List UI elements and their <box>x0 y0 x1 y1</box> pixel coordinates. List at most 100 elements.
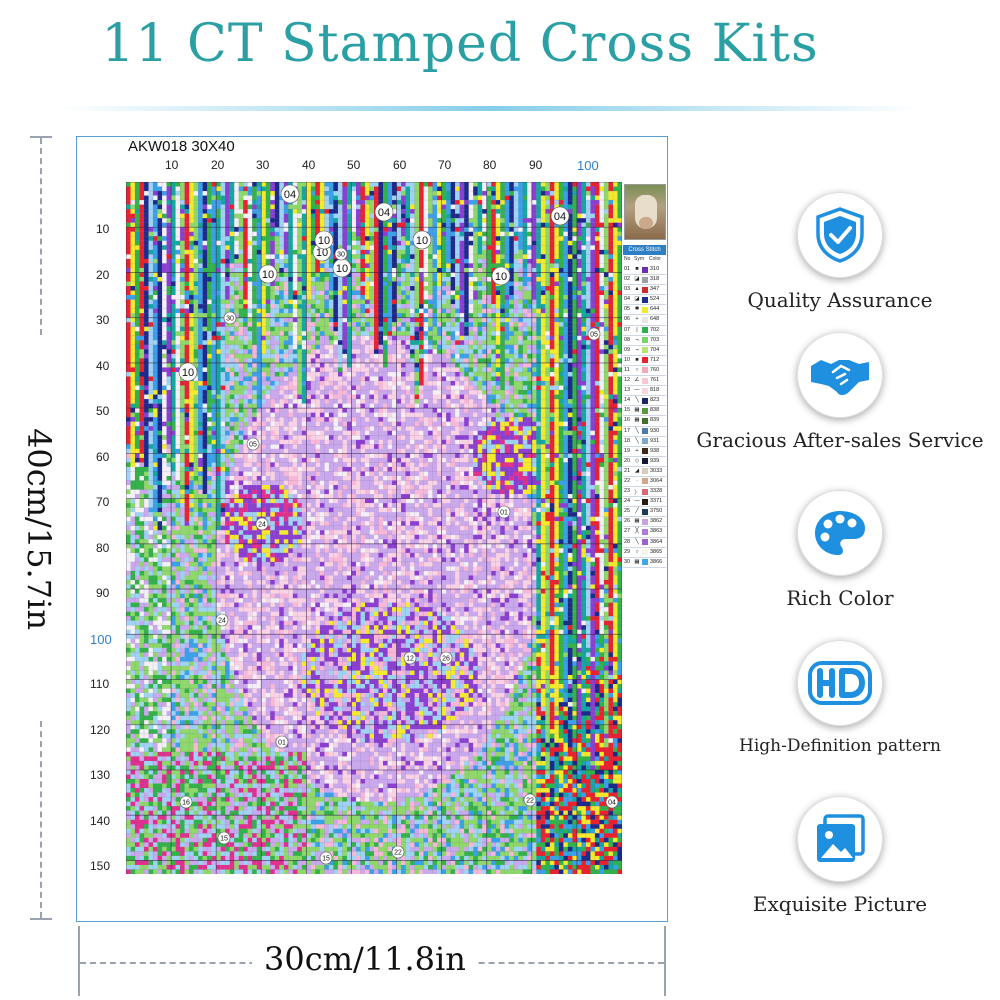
legend-symbol: ╲ <box>635 427 639 434</box>
legend-swatch <box>642 347 648 354</box>
legend-number: 19 <box>624 447 631 454</box>
legend-symbol: ◪ <box>634 276 640 283</box>
region-marker-label: 10 <box>416 235 428 247</box>
title-underline <box>60 106 920 111</box>
legend-color-code: 3862 <box>650 518 663 525</box>
legend-symbol: | <box>636 326 638 333</box>
feature-label: Gracious After-sales Service <box>696 428 984 452</box>
legend-swatch <box>642 327 648 334</box>
legend-color-code: 761 <box>650 377 660 384</box>
feature-exquisite-picture: Exquisite Picture <box>680 796 1000 916</box>
region-marker: 05 <box>246 437 260 451</box>
legend-symbol: ■ <box>635 356 639 363</box>
legend-color-code: 930 <box>650 427 660 434</box>
legend-row: 15 ▦ 838 <box>623 406 666 417</box>
legend-swatch <box>642 438 648 445</box>
legend-symbol: ✱ <box>634 306 640 313</box>
column-label: 80 <box>483 158 497 172</box>
region-marker: 10 <box>314 230 334 250</box>
region-marker: 22 <box>391 845 405 859</box>
legend-swatch <box>642 498 648 505</box>
region-marker-label: 10 <box>318 235 330 247</box>
region-marker-label: 22 <box>394 850 402 857</box>
legend-symbol: ◪ <box>634 296 640 303</box>
legend-color-code: 648 <box>650 316 660 323</box>
legend-number: 22 <box>624 477 631 484</box>
row-label: 100 <box>90 631 112 647</box>
feature-label: High-Definition pattern <box>739 736 941 756</box>
legend-color-code: 931 <box>650 437 660 444</box>
legend-swatch <box>642 266 648 273</box>
column-label: 40 <box>302 158 316 172</box>
row-label: 110 <box>90 677 110 691</box>
legend-number: 27 <box>624 528 631 535</box>
legend-color-code: 939 <box>650 457 660 464</box>
legend-number: 18 <box>624 437 631 444</box>
legend-symbol: — <box>634 387 640 394</box>
legend-number: 04 <box>624 296 631 303</box>
legend-number: 10 <box>624 356 631 363</box>
legend-row: 29 ○ 3865 <box>623 548 666 558</box>
legend-row: 30 ▦ 3866 <box>623 558 666 568</box>
legend-swatch <box>642 508 648 515</box>
width-dimension-right-cap <box>664 926 666 996</box>
legend-swatch <box>642 448 648 455</box>
region-marker: 05 <box>587 327 601 341</box>
legend-symbol: ▲ <box>634 286 640 293</box>
legend-swatch <box>642 468 648 475</box>
legend-swatch <box>642 417 648 424</box>
feature-label: Exquisite Picture <box>752 892 928 916</box>
legend-color-code: 712 <box>650 356 660 363</box>
legend-color-code: 3371 <box>650 498 663 505</box>
legend-color-code: 644 <box>650 306 660 313</box>
legend-symbol: ∠ <box>634 377 640 384</box>
legend-symbol: — <box>634 498 640 505</box>
row-label: 120 <box>90 722 111 737</box>
legend-color-code: 702 <box>650 326 660 333</box>
legend-swatch <box>642 518 648 525</box>
legend-symbol: ╳ <box>635 528 639 535</box>
region-marker: 01 <box>275 735 289 749</box>
region-marker-label: 10 <box>262 269 274 281</box>
region-marker-label: 15 <box>220 836 228 843</box>
legend-row: 28 ╲ 3864 <box>623 538 666 548</box>
legend-number: 21 <box>624 467 631 474</box>
legend-number: 13 <box>624 387 631 394</box>
region-marker-label: 10 <box>336 263 348 275</box>
region-marker-label: 04 <box>554 211 566 223</box>
legend-row: 07 | 702 <box>623 326 666 336</box>
legend-row: 03 ▲ 347 <box>623 285 666 296</box>
legend-symbol: + <box>635 316 639 323</box>
region-marker-label: 01 <box>500 510 508 517</box>
legend-number: 25 <box>624 508 631 515</box>
legend-symbol: ▦ <box>634 558 640 565</box>
palette-icon <box>797 490 883 576</box>
region-marker-label: 10 <box>182 367 194 379</box>
legend-number: 05 <box>624 306 631 313</box>
region-marker-label: 10 <box>495 271 507 283</box>
legend-symbol: + <box>635 447 639 454</box>
legend-color-code: 3033 <box>650 467 663 474</box>
legend-number: 30 <box>624 558 631 565</box>
legend-number: 08 <box>624 336 631 343</box>
legend-number: 28 <box>624 538 631 545</box>
legend-symbol: ○ <box>635 548 639 555</box>
region-marker-label: 04 <box>284 189 296 201</box>
legend-row: 21 ◢ 3033 <box>623 467 666 477</box>
legend-row: 18 ╲ 931 <box>623 437 666 447</box>
page-title: 11 CT Stamped Cross Kits <box>101 14 819 74</box>
legend-row: 04 ◪ 524 <box>623 295 666 306</box>
region-marker-label: 16 <box>182 800 190 807</box>
legend-swatch <box>642 428 648 434</box>
column-label: 90 <box>529 158 543 172</box>
legend-symbol: ╲ <box>635 397 639 404</box>
preview-thumbnail <box>624 184 666 240</box>
legend-color-code: 3866 <box>650 558 663 565</box>
region-marker-label: 12 <box>406 656 414 663</box>
region-marker: 22 <box>523 793 537 807</box>
legend-symbol: ▦ <box>634 518 640 525</box>
legend-row: 13— 818 <box>623 386 666 397</box>
region-marker-label: 30 <box>337 252 345 259</box>
legend-symbol: ○ <box>635 366 639 373</box>
region-marker-label: 15 <box>322 856 330 863</box>
